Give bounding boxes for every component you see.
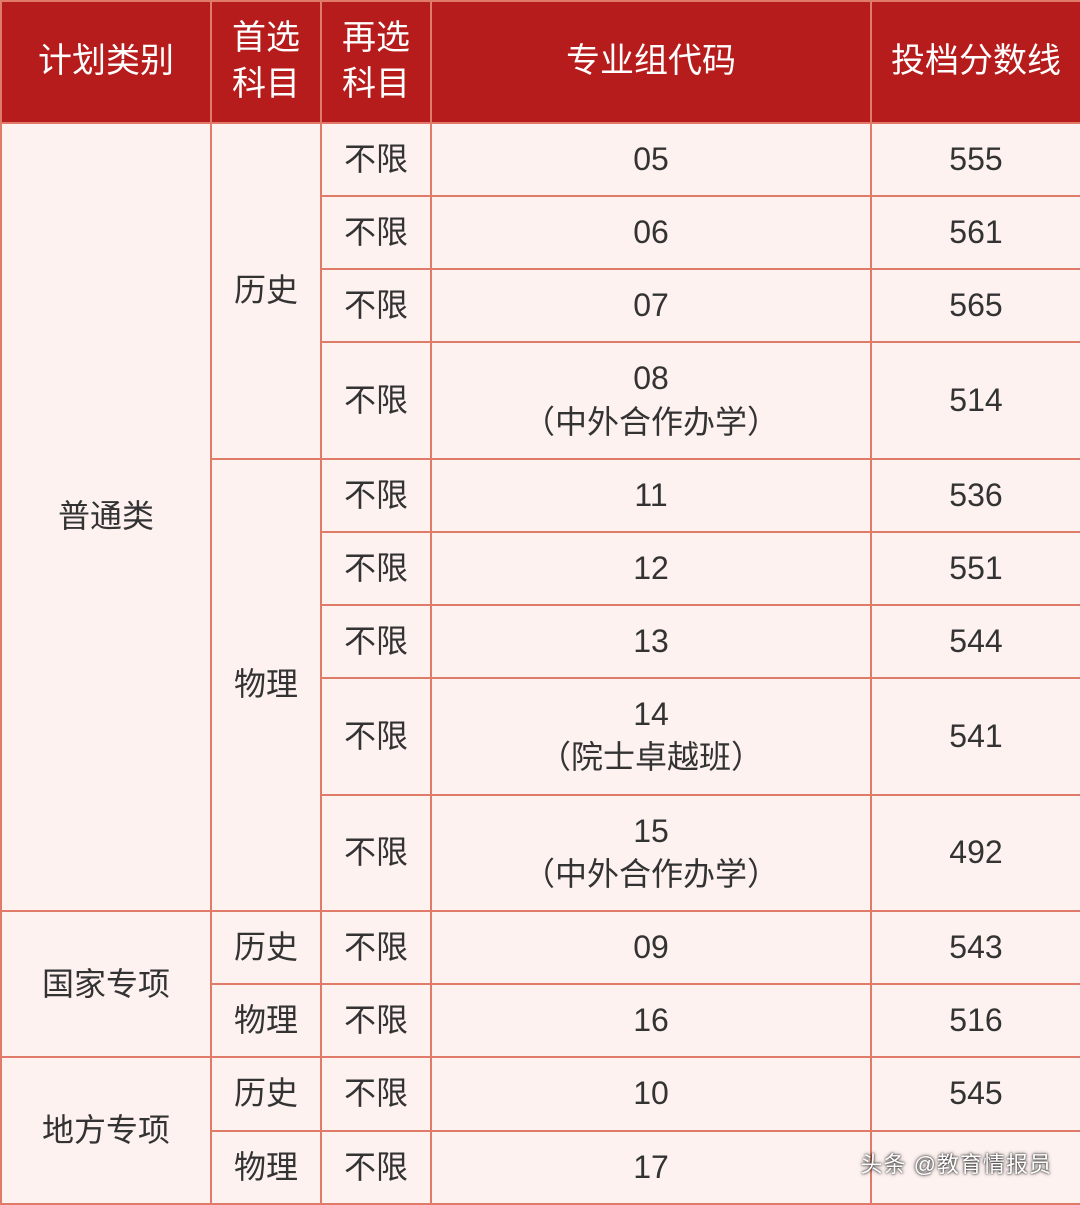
table-row: 地方专项历史不限10545 [1,1057,1080,1130]
cell-code: 08（中外合作办学） [431,342,871,458]
cell-category: 国家专项 [1,911,211,1057]
cell-primary: 物理 [211,459,321,911]
cell-score: 551 [871,532,1080,605]
cell-code: 16 [431,984,871,1057]
cell-secondary: 不限 [321,459,431,532]
cell-category: 地方专项 [1,1057,211,1203]
cell-secondary: 不限 [321,123,431,196]
cell-secondary: 不限 [321,984,431,1057]
cell-secondary: 不限 [321,678,431,794]
cell-score: 516 [871,984,1080,1057]
table-body: 普通类历史不限05555不限06561不限07565不限08（中外合作办学）51… [1,123,1080,1204]
cell-code: 12 [431,532,871,605]
cell-score: 543 [871,911,1080,984]
header-row: 计划类别 首选科目 再选科目 专业组代码 投档分数线 [1,1,1080,123]
cell-secondary: 不限 [321,605,431,678]
cell-primary: 历史 [211,1057,321,1130]
cell-primary: 物理 [211,1131,321,1204]
cell-primary: 历史 [211,911,321,984]
cell-code: 09 [431,911,871,984]
cell-score: 561 [871,196,1080,269]
cell-score: 514 [871,342,1080,458]
cell-code: 15（中外合作办学） [431,795,871,911]
cell-code: 11 [431,459,871,532]
cell-secondary: 不限 [321,269,431,342]
cell-score: 555 [871,123,1080,196]
cell-code: 13 [431,605,871,678]
cell-code: 07 [431,269,871,342]
cell-primary: 物理 [211,984,321,1057]
admission-score-table: 计划类别 首选科目 再选科目 专业组代码 投档分数线 普通类历史不限05555不… [0,0,1080,1205]
cell-score: 536 [871,459,1080,532]
cell-code: 06 [431,196,871,269]
cell-secondary: 不限 [321,342,431,458]
header-primary: 首选科目 [211,1,321,123]
cell-primary: 历史 [211,123,321,459]
header-category: 计划类别 [1,1,211,123]
cell-secondary: 不限 [321,532,431,605]
watermark-text: 头条 @教育情报员 [861,1147,1052,1179]
cell-secondary: 不限 [321,1131,431,1204]
cell-secondary: 不限 [321,1057,431,1130]
cell-score: 492 [871,795,1080,911]
cell-code: 10 [431,1057,871,1130]
header-secondary: 再选科目 [321,1,431,123]
cell-code: 05 [431,123,871,196]
cell-secondary: 不限 [321,911,431,984]
cell-code: 17 [431,1131,871,1204]
cell-score: 565 [871,269,1080,342]
header-score: 投档分数线 [871,1,1080,123]
cell-secondary: 不限 [321,795,431,911]
cell-score: 541 [871,678,1080,794]
header-code: 专业组代码 [431,1,871,123]
cell-category: 普通类 [1,123,211,911]
cell-code: 14（院士卓越班） [431,678,871,794]
table-row: 国家专项历史不限09543 [1,911,1080,984]
table-row: 普通类历史不限05555 [1,123,1080,196]
cell-score: 545 [871,1057,1080,1130]
cell-secondary: 不限 [321,196,431,269]
cell-score: 544 [871,605,1080,678]
